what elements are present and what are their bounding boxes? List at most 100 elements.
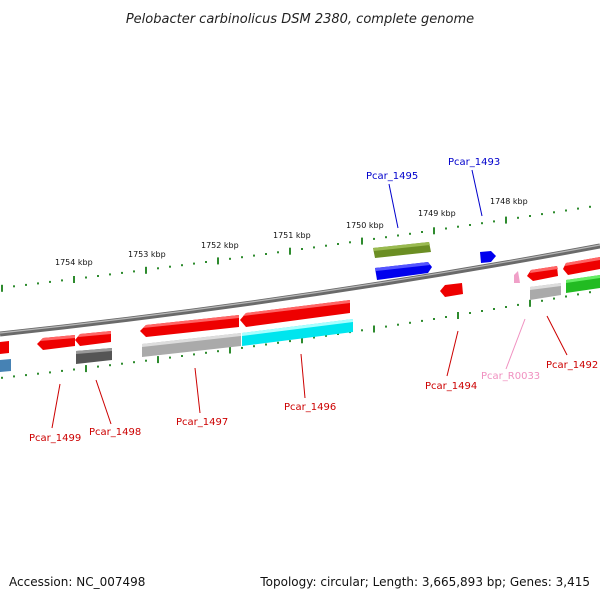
scale-dot xyxy=(49,371,51,374)
scale-major-tick xyxy=(289,247,291,255)
gene-label-pcar-1493: Pcar_1493 xyxy=(448,157,500,168)
scale-dot xyxy=(229,257,231,260)
gene-arrow xyxy=(530,266,558,273)
scale-dot xyxy=(205,261,207,263)
gene-arrow xyxy=(242,319,353,336)
scale-dot xyxy=(217,350,219,353)
gene-arrow xyxy=(243,300,350,316)
scale-dot xyxy=(121,362,123,365)
gene-label-pcar-1492: Pcar_1492 xyxy=(546,360,598,371)
scale-dot xyxy=(589,291,591,294)
scale-dot xyxy=(577,293,579,296)
scale-label-1753: 1753 kbp xyxy=(128,250,166,259)
gene-arrow xyxy=(40,335,75,341)
gene-label-pcar-1494: Pcar_1494 xyxy=(425,381,477,392)
scale-dot xyxy=(457,225,459,228)
genome-backbone xyxy=(0,243,600,337)
gene-labels: Pcar_1493 Pcar_1495 Pcar_1492 Pcar_R0033… xyxy=(29,157,598,444)
scale-dot xyxy=(37,282,39,285)
scale-dot xyxy=(301,248,303,250)
scale-dot xyxy=(517,303,519,306)
scale-dot xyxy=(61,369,63,372)
scale-label-1752: 1752 kbp xyxy=(201,241,239,250)
scale-dot xyxy=(109,273,111,276)
scale-dot xyxy=(253,345,255,348)
gene-arrow xyxy=(142,333,241,357)
scale-dot xyxy=(85,276,87,279)
scale-dot xyxy=(397,234,399,237)
scale-dot xyxy=(241,256,243,259)
upper-scale-track xyxy=(1,205,591,292)
scale-dot xyxy=(433,318,435,320)
scale-dot xyxy=(493,308,495,310)
scale-dot xyxy=(205,351,207,354)
scale-dot xyxy=(361,329,363,332)
scale-dot xyxy=(1,376,3,379)
gene-arrow xyxy=(530,283,561,290)
scale-dot xyxy=(505,306,507,308)
scale-label-1751: 1751 kbp xyxy=(273,231,311,240)
gene-label-pcar-1497: Pcar_1497 xyxy=(176,417,228,428)
scale-major-tick xyxy=(529,299,531,307)
scale-major-tick xyxy=(217,257,219,265)
scale-dot xyxy=(445,316,447,318)
scale-dot xyxy=(337,243,339,245)
scale-label-1750: 1750 kbp xyxy=(346,221,384,230)
scale-dot xyxy=(409,321,411,324)
scale-dot xyxy=(37,372,39,375)
scale-dot xyxy=(313,336,315,339)
lower-strand-genes xyxy=(0,275,600,372)
scale-dot xyxy=(277,341,279,344)
scale-dot xyxy=(25,374,27,377)
gene-label-pcar-1498: Pcar_1498 xyxy=(89,427,141,438)
scale-dot xyxy=(121,271,123,274)
scale-dot xyxy=(193,262,195,265)
scale-dot xyxy=(157,267,159,270)
gene-arrow xyxy=(373,242,430,251)
scale-dot xyxy=(481,222,483,225)
upper-strand-genes xyxy=(373,242,600,283)
gene-arrow xyxy=(565,257,600,266)
scale-dot xyxy=(409,232,411,235)
scale-dot xyxy=(373,237,375,240)
scale-dot xyxy=(553,297,555,300)
gene-arrow xyxy=(76,348,112,354)
scale-dot xyxy=(181,264,183,267)
gene-label-pcar-r0033: Pcar_R0033 xyxy=(481,371,540,382)
scale-dot xyxy=(325,244,327,247)
gene-arrow xyxy=(514,271,520,283)
scale-labels: 1748 kbp 1749 kbp 1750 kbp 1751 kbp 1752… xyxy=(55,197,528,267)
scale-dot xyxy=(325,334,327,337)
scale-dot xyxy=(517,216,519,219)
scale-major-tick xyxy=(229,346,231,354)
scale-dot xyxy=(469,224,471,226)
scale-dot xyxy=(241,346,243,349)
gene-arrow xyxy=(0,341,9,354)
scale-dot xyxy=(13,375,15,378)
scale-dot xyxy=(73,368,75,371)
scale-dot xyxy=(49,280,51,283)
scale-dot xyxy=(313,246,315,249)
scale-dot xyxy=(109,364,111,367)
scale-dot xyxy=(277,251,279,254)
scale-dot xyxy=(61,279,63,282)
scale-dot xyxy=(289,340,291,343)
scale-dot xyxy=(25,283,27,286)
gene-arrow xyxy=(78,331,111,337)
scale-major-tick xyxy=(361,237,363,245)
gene-arrow xyxy=(566,275,600,283)
scale-major-tick xyxy=(73,276,75,283)
scale-dot xyxy=(589,205,591,208)
scale-label-1749: 1749 kbp xyxy=(418,209,456,218)
scale-dot xyxy=(349,241,351,244)
scale-dot xyxy=(469,312,471,314)
gene-label-pcar-1495: Pcar_1495 xyxy=(366,171,418,182)
scale-major-tick xyxy=(373,325,375,333)
scale-dot xyxy=(169,265,171,268)
scale-dot xyxy=(529,215,531,217)
scale-dot xyxy=(541,299,543,302)
gene-arrow xyxy=(143,315,239,328)
scale-major-tick xyxy=(145,266,147,274)
scale-dot xyxy=(565,295,567,298)
scale-dot xyxy=(145,359,147,362)
